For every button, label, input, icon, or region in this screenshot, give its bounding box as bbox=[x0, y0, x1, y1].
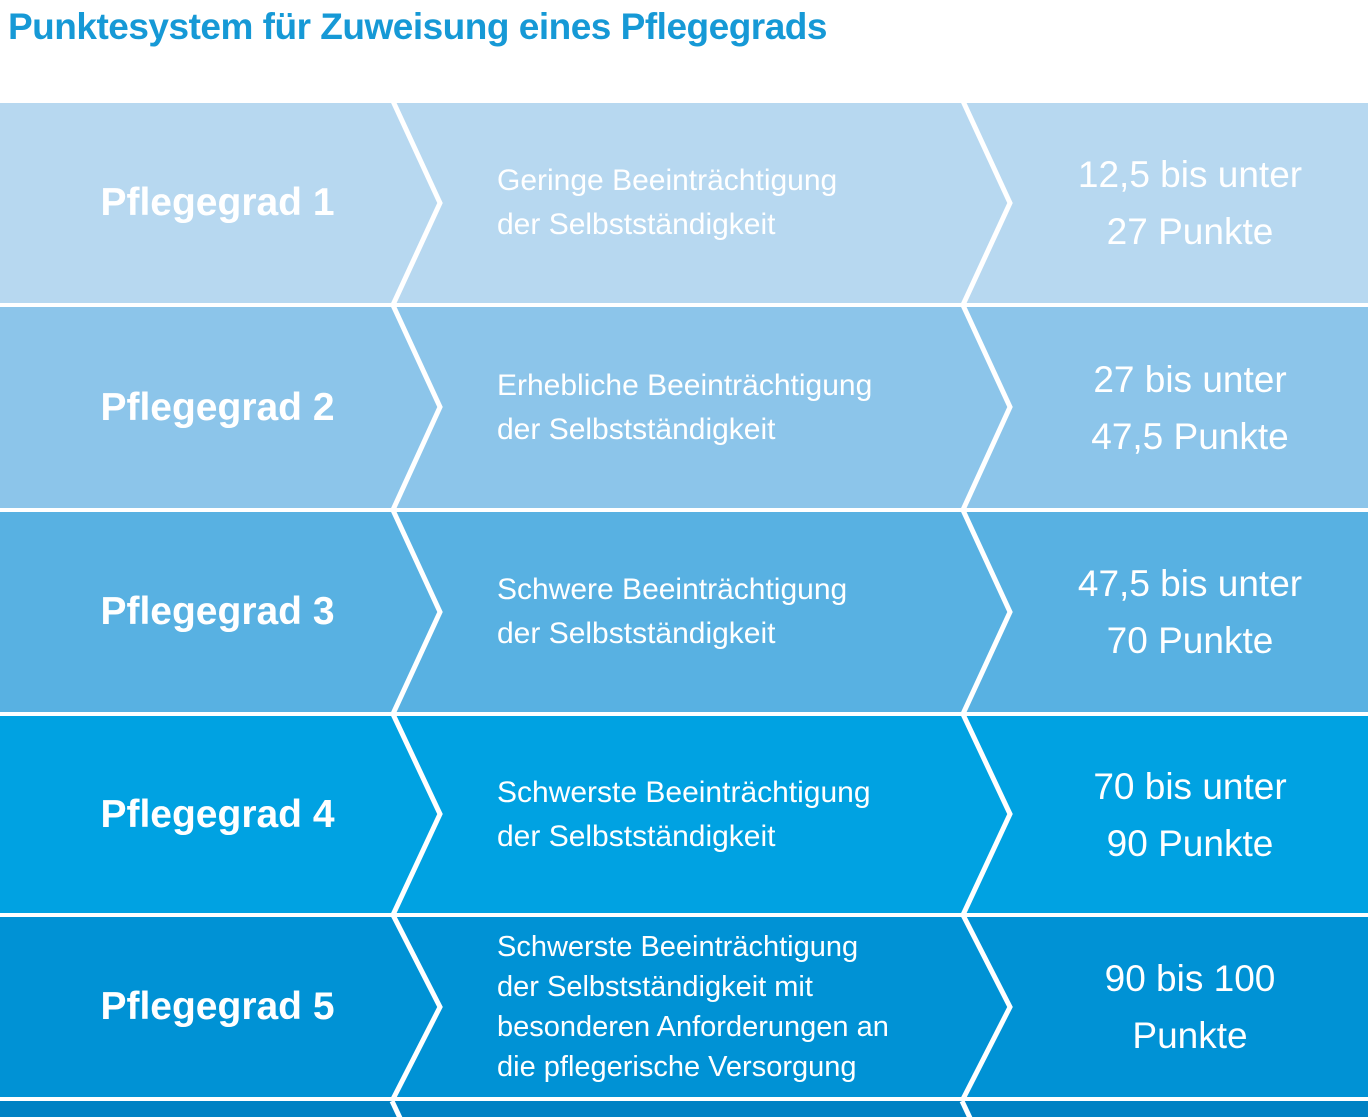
description-line: besonderen Anforderungen an bbox=[497, 1011, 889, 1043]
chevron-separator-lines bbox=[0, 103, 1368, 303]
points-range: 70 bis unter 90 Punkte bbox=[1015, 716, 1365, 913]
grade-label: Pflegegrad 1 bbox=[100, 181, 335, 224]
points-range: 27 bis unter 47,5 Punkte bbox=[1015, 307, 1365, 508]
points-line: 12,5 bis unter bbox=[1077, 154, 1303, 195]
points-line: 70 bis unter bbox=[1093, 765, 1287, 807]
points-line: 70 Punkte bbox=[1106, 620, 1274, 661]
grade-label: Pflegegrad 4 bbox=[100, 792, 335, 836]
description-line: Schwere Beeinträchtigung bbox=[497, 573, 848, 606]
grade-label: Pflegegrad 5 bbox=[100, 985, 335, 1028]
description-line: die pflegerische Versorgung bbox=[497, 1051, 857, 1083]
description-line: Schwerste Beeinträchtigung bbox=[497, 931, 859, 963]
impairment-description: Geringe Beeinträchtigung der Selbstständ… bbox=[497, 103, 957, 303]
points-line: 90 Punkte bbox=[1106, 822, 1274, 864]
pflegegrad-band-1: Pflegegrad 1 Geringe Beeinträchtigung de… bbox=[0, 103, 1368, 303]
points-range: 47,5 bis unter 70 Punkte bbox=[1015, 512, 1365, 712]
header: Punktesystem für Zuweisung eines Pflegeg… bbox=[0, 0, 1368, 103]
description-line: der Selbstständigkeit bbox=[497, 819, 776, 853]
chevron-separator-lines bbox=[0, 716, 1368, 913]
pflegegrad-band-4: Pflegegrad 4 Schwerste Beeinträchtigung … bbox=[0, 716, 1368, 913]
points-line: Punkte bbox=[1132, 1015, 1248, 1056]
points-line: 47,5 Punkte bbox=[1091, 415, 1289, 457]
description-line: der Selbstständigkeit mit bbox=[497, 971, 813, 1003]
chevron-separator-lines bbox=[0, 307, 1368, 508]
description-line: der Selbstständigkeit bbox=[497, 208, 776, 241]
impairment-description: Schwerste Beeinträchtigung der Selbststä… bbox=[497, 917, 957, 1097]
impairment-description: Schwere Beeinträchtigung der Selbstständ… bbox=[497, 512, 957, 712]
points-range: 90 bis 100 Punkte bbox=[1015, 917, 1365, 1097]
points-line: 27 bis unter bbox=[1093, 358, 1287, 400]
points-line: 90 bis 100 bbox=[1104, 958, 1276, 999]
points-line: 27 Punkte bbox=[1106, 211, 1274, 252]
points-range: 12,5 bis unter 27 Punkte bbox=[1015, 103, 1365, 303]
description-line: der Selbstständigkeit bbox=[497, 617, 776, 650]
page-title: Punktesystem für Zuweisung eines Pflegeg… bbox=[8, 6, 827, 47]
points-line: 47,5 bis unter bbox=[1077, 563, 1303, 604]
description-line: Geringe Beeinträchtigung bbox=[497, 164, 838, 197]
pflegegrad-band-5: Pflegegrad 5 Schwerste Beeinträchtigung … bbox=[0, 917, 1368, 1097]
impairment-description: Erhebliche Beeinträchtigung der Selbstst… bbox=[497, 307, 957, 508]
pflegegrad-band-3: Pflegegrad 3 Schwere Beeinträchtigung de… bbox=[0, 512, 1368, 712]
pflegegrad-band-2: Pflegegrad 2 Erhebliche Beeinträchtigung… bbox=[0, 307, 1368, 508]
chevron-separator-lines bbox=[0, 512, 1368, 712]
chevron-separator-lines bbox=[0, 1101, 1368, 1117]
description-line: der Selbstständigkeit bbox=[497, 412, 776, 446]
grade-label: Pflegegrad 3 bbox=[100, 590, 335, 633]
grade-label: Pflegegrad 2 bbox=[100, 385, 335, 429]
impairment-description: Schwerste Beeinträchtigung der Selbststä… bbox=[497, 716, 957, 913]
description-line: Schwerste Beeinträchtigung bbox=[497, 775, 871, 809]
chevron-separator-lines bbox=[0, 917, 1368, 1097]
bottom-strip bbox=[0, 1101, 1368, 1117]
description-line: Erhebliche Beeinträchtigung bbox=[497, 368, 873, 402]
